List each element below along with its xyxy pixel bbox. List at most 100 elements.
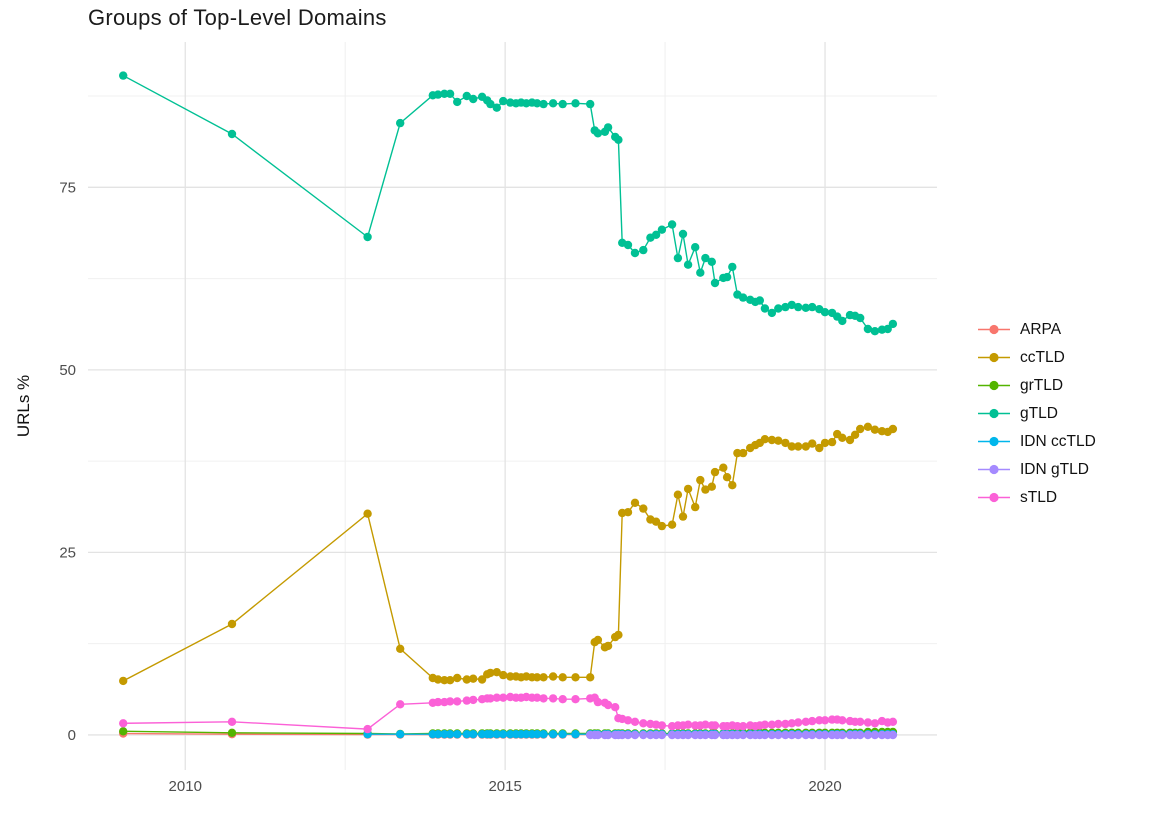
data-point [781,730,790,740]
data-point [571,673,580,682]
data-point [453,697,462,706]
data-point [433,90,443,99]
data-point [548,672,558,681]
legend-key-icon [978,492,1010,503]
legend-item-label: IDN gTLD [1020,460,1089,478]
data-point [614,630,623,640]
gridlines [88,42,937,770]
legend-item-idn-gtld: IDN gTLD [977,459,1096,480]
data-point [838,730,847,740]
legend-item-label: IDN ccTLD [1020,432,1096,450]
data-point [433,730,443,739]
data-point [755,296,764,305]
data-point [738,722,748,731]
legend-key-icon [978,324,1010,335]
data-point [571,99,580,108]
data-point [227,717,237,726]
data-point [845,435,855,445]
legend-item-idn-cctld: IDN ccTLD [977,431,1096,452]
data-point [820,438,830,448]
data-point [760,720,770,729]
data-point [469,695,478,705]
legend-item-label: sTLD [1020,488,1058,506]
series-idn-gtld [586,730,898,740]
data-point [453,97,462,107]
data-point [539,694,548,703]
data-point [667,730,677,740]
data-point [396,700,405,709]
data-point [856,730,865,740]
data-point [571,695,580,704]
data-point [499,96,508,106]
data-point [794,730,803,740]
legend-item-label: ARPA [1020,320,1062,338]
data-point [710,278,720,288]
legend-item-gtld: gTLD [977,403,1096,424]
data-point [571,730,580,739]
data-point [657,721,667,730]
data-point [548,99,558,108]
data-point [722,272,732,282]
data-point [870,719,880,728]
data-point [767,720,777,729]
data-point [707,257,716,266]
data-point [683,484,693,494]
data-point [863,324,873,334]
data-point [767,308,777,318]
legend-item-grtld: grTLD [977,375,1096,396]
data-point [651,517,661,526]
data-point [486,730,495,739]
data-point [630,248,640,258]
data-point [870,730,880,740]
data-point [469,94,478,104]
data-point [486,694,495,703]
data-point [888,717,898,726]
data-point [539,99,548,109]
data-point [623,730,633,740]
legend-key-icon [978,464,1010,475]
data-point [586,673,595,682]
data-point [639,504,648,513]
data-point [611,703,620,712]
data-point [691,502,700,512]
data-point [119,676,128,686]
data-point [787,300,796,310]
series-cctld [119,422,898,686]
data-point [603,641,613,651]
data-point [639,730,648,740]
data-point [651,730,661,740]
legend-item-label: grTLD [1020,376,1064,394]
legend-key-icon [978,436,1010,447]
data-point [499,730,508,739]
data-point [673,253,683,263]
data-point [678,229,688,239]
data-point [710,721,720,730]
data-point [863,718,873,727]
data-point [445,676,455,685]
data-point [558,673,567,682]
data-point [683,730,693,740]
data-point [396,118,405,128]
data-point [787,730,796,740]
data-point [781,302,790,312]
data-point [820,308,830,317]
tick-labels: 0 25 50 75 2010 2015 2020 [59,179,841,795]
data-point [696,268,705,277]
data-point [586,99,595,109]
data-point [781,719,790,729]
data-point [492,730,501,739]
data-point [639,719,648,728]
legend-key-icon [978,380,1010,391]
data-point [462,696,471,705]
data-point [767,435,777,445]
data-point [719,463,728,472]
data-point [888,319,898,329]
y-tick-label: 50 [59,362,76,379]
legend-item-label: gTLD [1020,404,1058,422]
data-point [396,730,405,739]
data-point [696,475,705,485]
data-point [888,730,898,740]
legend-item-cctld: ccTLD [977,347,1096,368]
data-point [760,435,770,444]
data-point [539,730,548,739]
